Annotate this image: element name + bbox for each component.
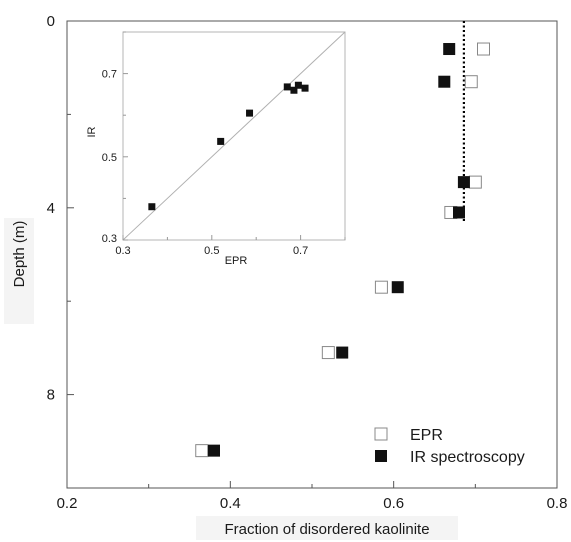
epr-point (195, 444, 209, 458)
ir-point (453, 206, 465, 219)
main-scatter-marks (195, 42, 490, 458)
inset-scatter-marks (148, 81, 309, 211)
inset-y-tick-label: 0.5 (102, 152, 117, 164)
x-tick-label: 0.2 (57, 495, 78, 512)
inset-tick-labels: 0.3 0.5 0.7 0.3 0.5 0.7 (102, 69, 309, 257)
epr-point (374, 280, 388, 294)
legend-epr-marker (374, 427, 388, 441)
main-tick-labels: 0.2 0.4 0.6 0.8 0 4 8 (47, 13, 568, 512)
y-axis-title-bg (4, 218, 34, 324)
ir-point (438, 75, 451, 88)
inset-point (148, 203, 156, 211)
inset-point (283, 83, 291, 91)
epr-point (468, 175, 482, 189)
inset-y-tick-label: 0.3 (102, 233, 117, 245)
inset-x-axis-title: EPR (225, 255, 248, 267)
ir-point (208, 444, 220, 457)
epr-point (464, 75, 478, 89)
y-tick-label: 4 (47, 200, 55, 217)
inset-point (246, 109, 254, 117)
ir-point (336, 346, 349, 359)
inset-y-tick-label: 0.7 (102, 69, 117, 81)
ir-point (457, 176, 470, 189)
main-axis-ticks (66, 20, 558, 489)
ir-point (443, 43, 456, 56)
inset-point (290, 86, 298, 94)
y-tick-label: 0 (47, 13, 55, 30)
x-tick-label: 0.8 (547, 495, 568, 512)
inset-axis-ticks (122, 31, 346, 241)
inset-x-tick-label: 0.3 (115, 245, 130, 257)
legend-ir-label: IR spectroscopy (410, 449, 525, 466)
x-tick-label: 0.6 (383, 495, 404, 512)
x-tick-label: 0.4 (220, 495, 241, 512)
inset-x-tick-label: 0.7 (293, 245, 308, 257)
y-axis-title: Depth (m) (11, 221, 28, 288)
epr-point (477, 42, 490, 56)
legend-ir-marker (375, 450, 387, 462)
y-tick-label: 8 (47, 387, 55, 404)
inset-point (217, 137, 225, 145)
inset-point (294, 81, 302, 89)
ir-point (391, 281, 404, 294)
x-axis-title: Fraction of disordered kaolinite (224, 521, 429, 538)
inset-x-tick-label: 0.5 (204, 245, 219, 257)
inset-point (301, 84, 309, 92)
legend: EPR IR spectroscopy (374, 427, 525, 466)
inset-y-axis-title: IR (86, 126, 98, 137)
inset-diagonal-line (122, 31, 346, 241)
epr-point (321, 346, 335, 360)
legend-epr-label: EPR (410, 427, 443, 444)
x-axis-title-bg (196, 516, 458, 540)
